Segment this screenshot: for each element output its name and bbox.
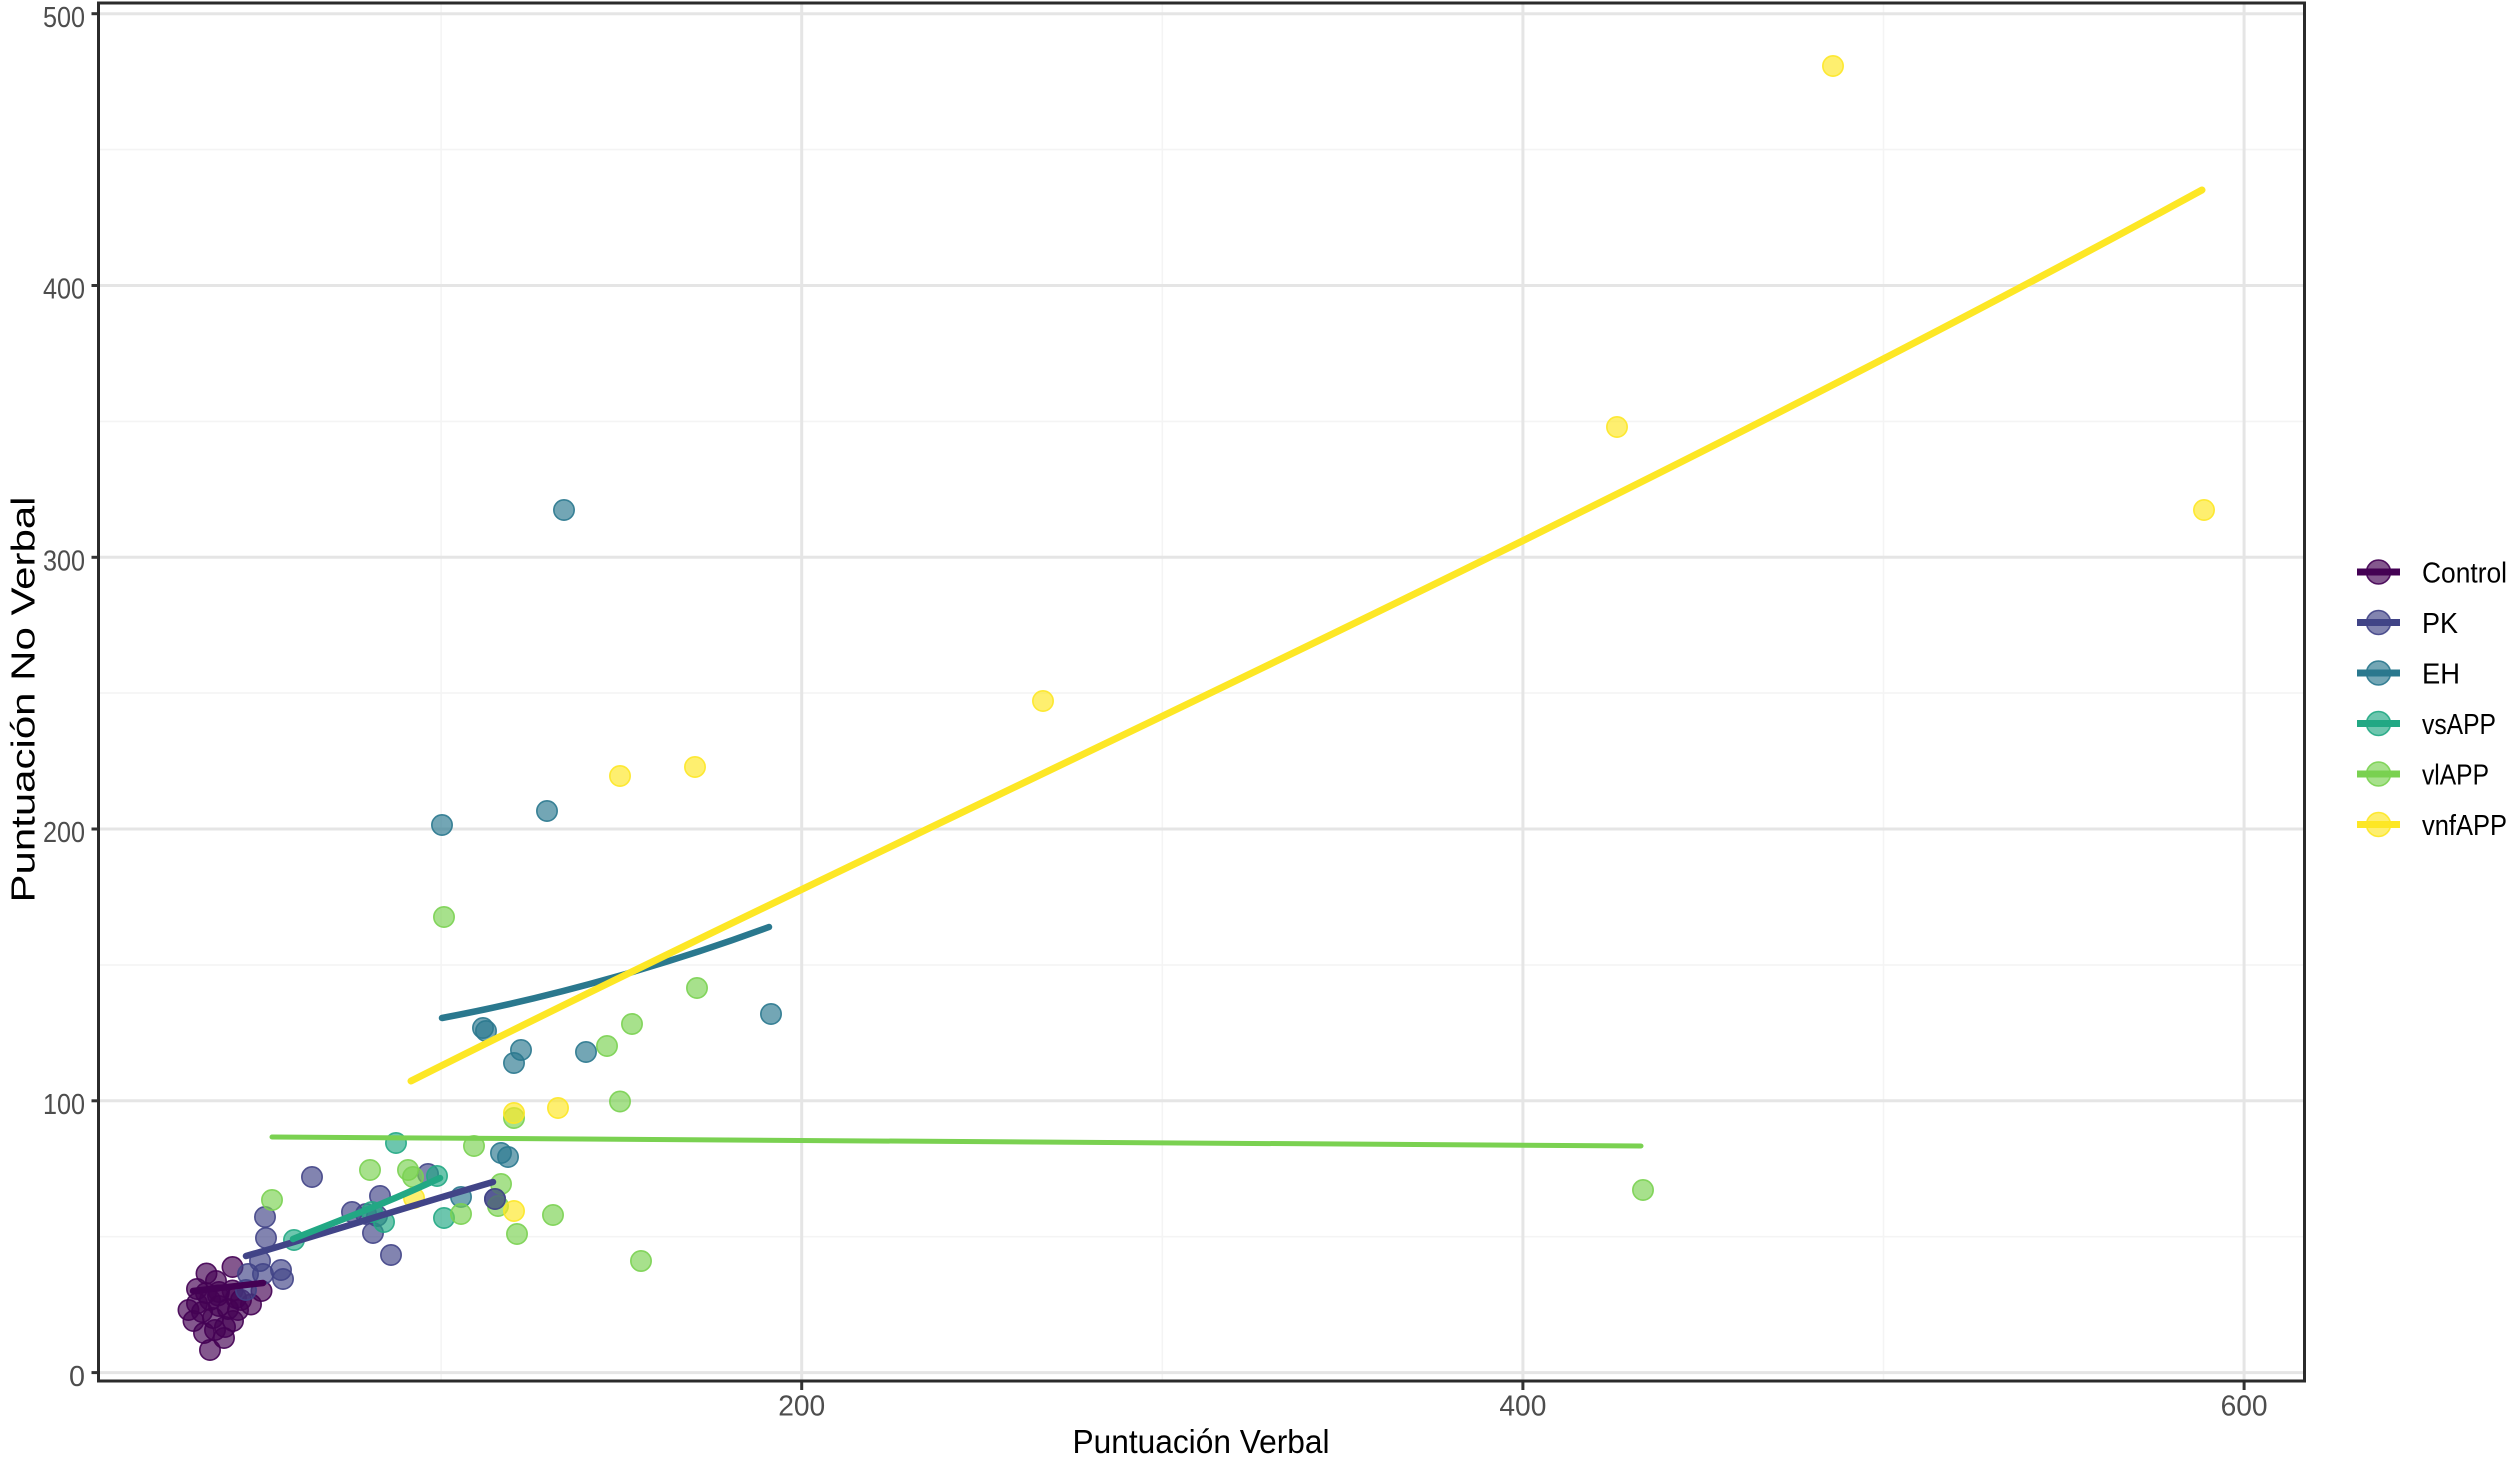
svg-text:vnfAPP: vnfAPP — [2422, 810, 2507, 842]
svg-text:Puntuación Verbal: Puntuación Verbal — [1073, 1423, 1330, 1459]
svg-text:vsAPP: vsAPP — [2422, 709, 2496, 741]
svg-text:100: 100 — [43, 1089, 85, 1121]
svg-text:200: 200 — [778, 1391, 825, 1423]
svg-text:400: 400 — [43, 274, 85, 306]
svg-text:300: 300 — [43, 546, 85, 578]
svg-text:400: 400 — [1499, 1391, 1546, 1423]
svg-text:Control: Control — [2422, 557, 2507, 589]
svg-text:Puntuación No Verbal: Puntuación No Verbal — [5, 497, 42, 903]
svg-text:PK: PK — [2422, 608, 2459, 640]
svg-text:600: 600 — [2221, 1391, 2268, 1423]
svg-text:vlAPP: vlAPP — [2422, 759, 2489, 791]
svg-text:EH: EH — [2422, 658, 2460, 690]
svg-text:500: 500 — [43, 2, 85, 34]
svg-text:200: 200 — [43, 817, 85, 849]
svg-text:0: 0 — [69, 1361, 85, 1393]
